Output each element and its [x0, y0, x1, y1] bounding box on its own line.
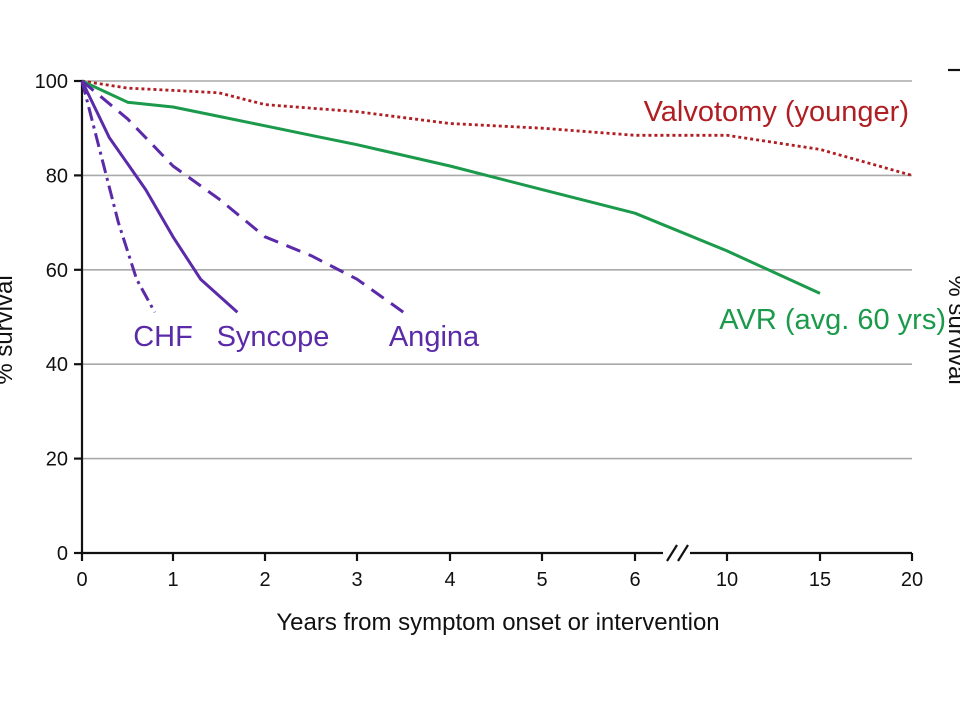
series-line-valvotomy-younger: [81, 79, 913, 177]
x-tick-label: 0: [76, 569, 87, 591]
series-label-chf: CHF: [133, 321, 193, 353]
y-tick-labels: 0 20 40 60 80 100: [35, 71, 68, 565]
series-line-avr-avg-60-yrs: [81, 79, 821, 295]
x-axis-title: Years from symptom onset or intervention: [276, 609, 719, 636]
x-tick-label: 3: [351, 569, 362, 591]
series-line-syncope: [80, 80, 239, 314]
x-tick-label: 6: [629, 569, 640, 591]
x-tick-label: 10: [716, 569, 738, 591]
x-tick-label: 15: [809, 569, 831, 591]
y-tick-label: 60: [46, 260, 68, 282]
y-tick-label: 20: [46, 449, 68, 471]
x-tick-labels: 0 1 2 3 4 5 6 10 15 20: [76, 569, 923, 591]
axis-break-mark: [666, 544, 678, 562]
axis-break-mark: [677, 544, 689, 562]
gridlines: [82, 80, 912, 460]
series-label-syncope: Syncope: [217, 321, 330, 353]
series-line-chf: [80, 80, 157, 314]
right-axis-title: % survival: [943, 275, 960, 384]
x-tick-label: 1: [167, 569, 178, 591]
y-tick-label: 40: [46, 354, 68, 376]
x-tick-label: 5: [536, 569, 547, 591]
y-tick-label: 0: [57, 543, 68, 565]
series-label-avr-avg-60-yrs: AVR (avg. 60 yrs): [719, 304, 946, 336]
y-tick-label: 100: [35, 71, 68, 93]
y-axis-title: % survival: [0, 275, 18, 384]
series-lines: [80, 79, 913, 314]
series-label-angina: Angina: [389, 321, 480, 353]
y-tick-label: 80: [46, 165, 68, 187]
series-labels: Valvotomy (younger) AVR (avg. 60 yrs) Angi…: [133, 96, 946, 353]
x-tick-label: 4: [444, 569, 455, 591]
series-label-valvotomy-younger: Valvotomy (younger): [644, 96, 909, 128]
x-tick-label: 2: [259, 569, 270, 591]
axes: [74, 68, 960, 562]
x-tick-label: 20: [901, 569, 923, 591]
series-line-angina: [81, 79, 405, 314]
